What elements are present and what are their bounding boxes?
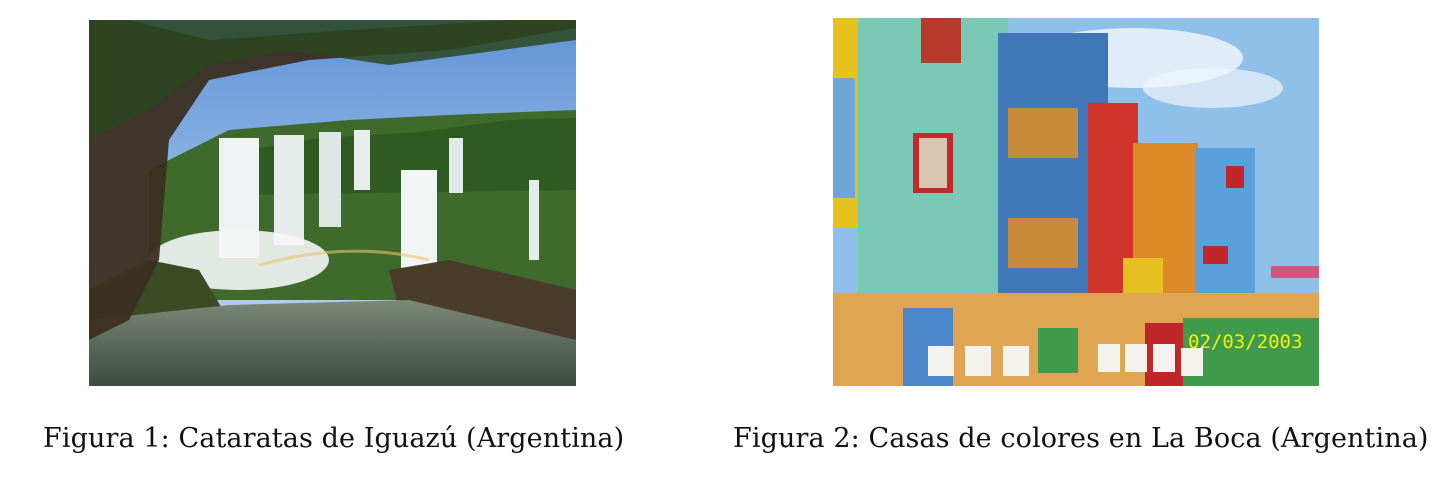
iguazu-falls-photo: [89, 20, 576, 386]
figure-2-caption: Figura 2: Casas de colores en La Boca (A…: [733, 423, 1429, 454]
date-stamp: 02/03/2003: [1188, 331, 1302, 353]
la-boca-houses-photo: 02/03/2003: [833, 18, 1319, 386]
figure-1-caption: Figura 1: Cataratas de Iguazú (Argentina…: [43, 423, 625, 454]
